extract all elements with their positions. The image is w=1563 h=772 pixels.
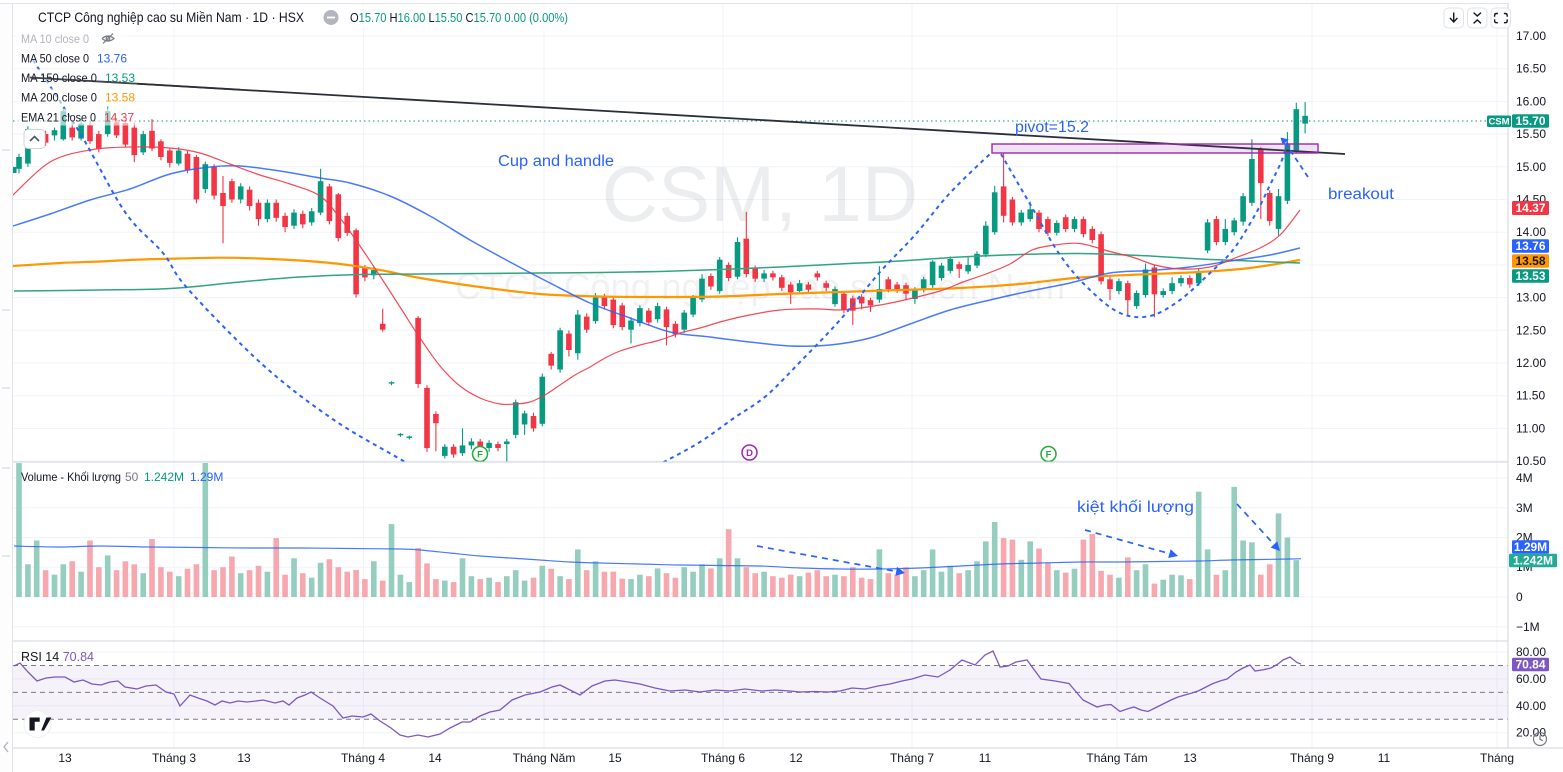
- svg-text:50: 50: [125, 470, 139, 484]
- svg-text:11.00: 11.00: [1516, 421, 1545, 435]
- svg-text:−1M: −1M: [1516, 620, 1540, 634]
- svg-text:Tháng Năm: Tháng Năm: [513, 751, 576, 765]
- svg-text:15.00: 15.00: [1516, 160, 1546, 174]
- svg-text:kiệt khối lượng: kiệt khối lượng: [1077, 499, 1194, 516]
- svg-text:4M: 4M: [1516, 471, 1533, 485]
- svg-text:13: 13: [237, 751, 251, 765]
- svg-text:17.00: 17.00: [1516, 29, 1546, 43]
- svg-text:15: 15: [608, 751, 622, 765]
- svg-text:60.00: 60.00: [1516, 672, 1546, 686]
- svg-text:15.70: 15.70: [1515, 114, 1545, 128]
- svg-text:Tháng: Tháng: [1480, 751, 1514, 765]
- svg-text:11.50: 11.50: [1516, 389, 1545, 403]
- svg-text:40.00: 40.00: [1516, 699, 1546, 713]
- svg-text:CTCP Công nghiệp cao su Miền N: CTCP Công nghiệp cao su Miền Nam · 1D · …: [38, 9, 305, 25]
- svg-text:Tháng 4: Tháng 4: [341, 751, 385, 765]
- svg-text:F: F: [1046, 450, 1052, 461]
- svg-text:14.37: 14.37: [104, 111, 134, 125]
- svg-text:13: 13: [1183, 751, 1197, 765]
- svg-text:14.00: 14.00: [1516, 225, 1546, 239]
- svg-text:3M: 3M: [1516, 501, 1533, 515]
- svg-text:13.76: 13.76: [1515, 239, 1545, 253]
- svg-text:20.00: 20.00: [1516, 726, 1546, 740]
- svg-text:14: 14: [428, 751, 442, 765]
- svg-text:D: D: [746, 448, 753, 459]
- svg-text:Tháng 6: Tháng 6: [701, 751, 745, 765]
- svg-text:11: 11: [1378, 751, 1391, 765]
- svg-text:1.29M: 1.29M: [1514, 540, 1547, 554]
- svg-text:13.76: 13.76: [97, 52, 127, 66]
- svg-text:80.00: 80.00: [1516, 645, 1546, 659]
- svg-text:CSM, 1D: CSM, 1D: [602, 150, 918, 238]
- svg-text:13: 13: [58, 751, 72, 765]
- svg-text:16.50: 16.50: [1516, 62, 1546, 76]
- svg-text:F: F: [477, 450, 483, 461]
- svg-text:10.50: 10.50: [1516, 454, 1546, 468]
- svg-text:13.00: 13.00: [1516, 291, 1546, 305]
- svg-text:Tháng Tám: Tháng Tám: [1086, 751, 1147, 765]
- svg-text:13.58: 13.58: [105, 91, 135, 105]
- svg-text:1.29M: 1.29M: [190, 470, 223, 484]
- svg-text:14.37: 14.37: [1515, 201, 1545, 215]
- svg-text:11: 11: [979, 751, 992, 765]
- svg-text:breakout: breakout: [1328, 186, 1395, 203]
- svg-text:MA 50 close 0: MA 50 close 0: [21, 52, 89, 66]
- svg-text:12.00: 12.00: [1516, 356, 1546, 370]
- svg-text:Tháng 9: Tháng 9: [1290, 751, 1334, 765]
- svg-text:RSI 14 70.84: RSI 14 70.84: [21, 650, 94, 664]
- svg-text:Tháng 3: Tháng 3: [152, 751, 196, 765]
- svg-text:70.84: 70.84: [1515, 658, 1545, 672]
- svg-text:12.50: 12.50: [1516, 323, 1546, 337]
- svg-text:EMA 21 close 0: EMA 21 close 0: [21, 111, 96, 125]
- svg-text:15.50: 15.50: [1516, 127, 1546, 141]
- svg-text:pivot=15.2: pivot=15.2: [1015, 119, 1089, 136]
- svg-text:O15.70 H16.00 L15.50 C15.70 0.: O15.70 H16.00 L15.50 C15.70 0.00 (0.00%): [350, 10, 568, 25]
- svg-text:MA 150 close 0: MA 150 close 0: [21, 71, 97, 85]
- svg-text:12: 12: [789, 751, 803, 765]
- svg-text:Volume - Khối lượng: Volume - Khối lượng: [21, 470, 121, 484]
- svg-text:MA 10 close 0: MA 10 close 0: [21, 32, 89, 46]
- svg-text:Tháng 7: Tháng 7: [890, 751, 934, 765]
- svg-text:MA 200 close 0: MA 200 close 0: [21, 91, 97, 105]
- svg-text:13.58: 13.58: [1515, 254, 1545, 268]
- svg-text:0: 0: [1516, 590, 1523, 604]
- svg-text:13.53: 13.53: [1515, 269, 1545, 283]
- svg-text:1.242M: 1.242M: [1513, 554, 1553, 568]
- svg-text:CSM: CSM: [1488, 117, 1509, 128]
- svg-text:16.00: 16.00: [1516, 94, 1546, 108]
- svg-text:1.242M: 1.242M: [144, 470, 184, 484]
- svg-text:Cup and handle: Cup and handle: [498, 153, 614, 170]
